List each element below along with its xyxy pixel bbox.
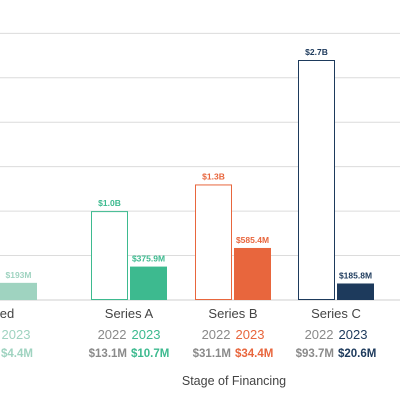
median-2022: $31.1M [193,348,231,360]
year-labels-series-c: 2022 2023 [305,327,368,342]
bar-2023-seed [0,282,37,300]
year-2023-label: 2023 [2,327,31,342]
value-label-2023-series-b: $585.4M [236,235,269,245]
year-2023-label: 2023 [132,327,161,342]
category-label-series-a: Series A [105,306,154,321]
bar-2023-series-a [130,266,167,300]
median-2023: $20.6M [338,348,376,360]
year-2022-label: 2022 [98,327,127,342]
value-label-2023-series-c: $185.8M [339,270,372,280]
value-label-2022-series-b: $1.3B [202,171,225,181]
bar-2022-series-a [91,211,128,300]
year-2023-label: 2023 [236,327,265,342]
median-2022: $13.1M [89,348,127,360]
grid-lines [0,32,400,301]
median-2023: $34.4M [235,348,273,360]
median-labels-seed: $3.6M$4.4M [0,348,33,360]
category-label-seed: Seed [0,306,14,321]
bar-2022-series-c [298,60,335,300]
year-2023-label: 2023 [339,327,368,342]
median-labels-series-a: $13.1M $10.7M [89,348,170,360]
median-2022: $93.7M [296,348,334,360]
value-label-2023-series-a: $375.9M [132,254,165,264]
category-label-series-c: Series C [311,306,361,321]
year-labels-series-a: 2022 2023 [98,327,161,342]
bars [0,60,374,300]
labels: $323M$193MSeed20222023$3.6M$4.4M$1.0B$37… [0,47,377,360]
year-2022-label: 2022 [305,327,334,342]
category-label-series-b: Series B [208,306,257,321]
median-2023: $4.4M [1,348,33,360]
bar-2023-series-c [337,283,374,300]
median-2023: $10.7M [131,348,169,360]
x-axis-title: Stage of Financing [182,374,286,388]
bar-2022-series-b [195,184,232,300]
value-label-2022-series-a: $1.0B [98,198,121,208]
median-labels-series-b: $31.1M $34.4M [193,348,274,360]
year-2022-label: 2022 [202,327,231,342]
value-label-2023-seed: $193M [6,270,32,280]
bar-2023-series-b [234,247,271,300]
value-label-2022-series-c: $2.7B [305,47,328,57]
year-labels-series-b: 2022 2023 [202,327,265,342]
median-labels-series-c: $93.7M $20.6M [296,348,377,360]
